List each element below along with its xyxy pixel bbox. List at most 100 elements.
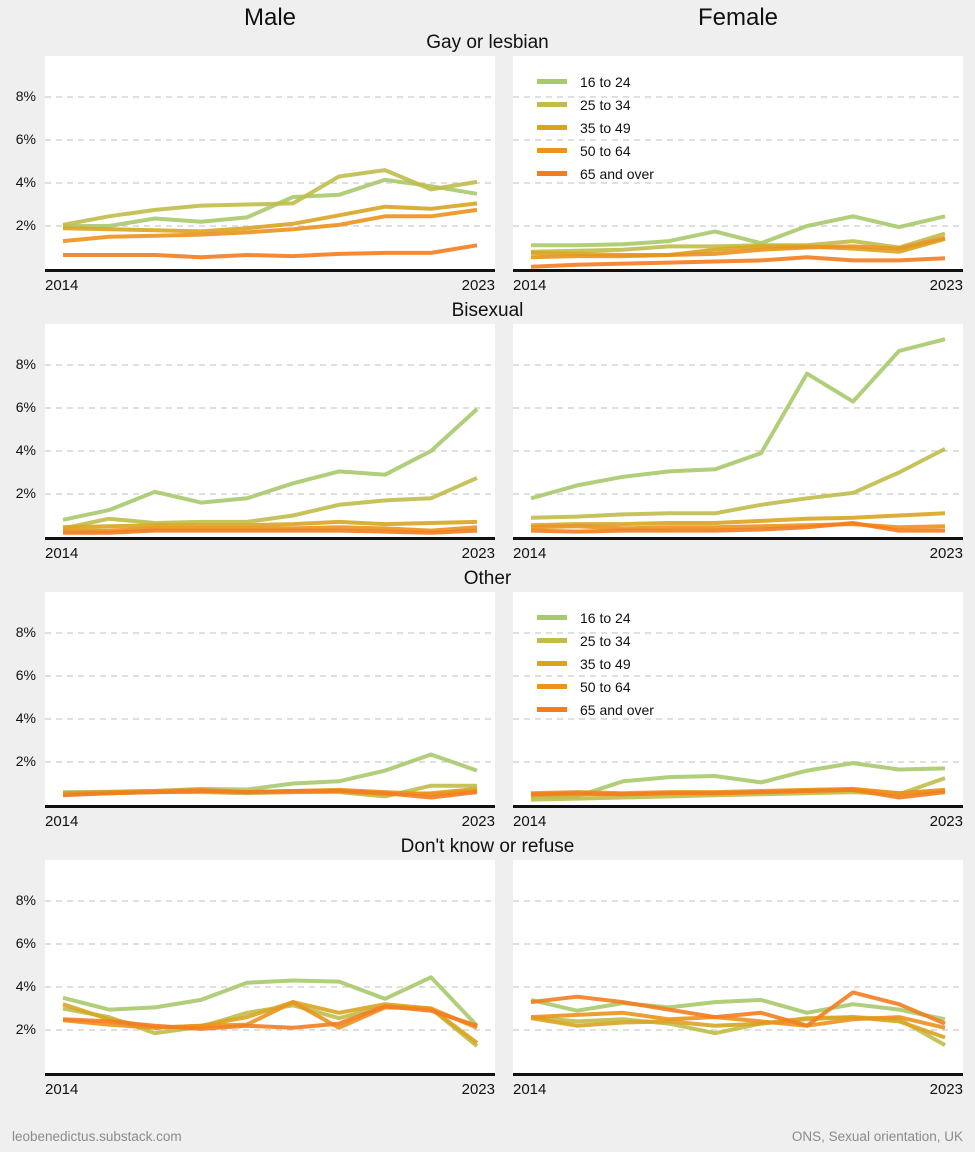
data-line-35-to-49 — [62, 201, 478, 234]
legend-item-35-to-49: 35 to 49 — [537, 652, 654, 675]
right-margin — [963, 592, 975, 808]
data-line-16-to-24 — [530, 761, 946, 800]
x-tick-end: 2023 — [461, 545, 495, 562]
line-chart-male — [45, 632, 495, 808]
data-line-35-to-49 — [62, 519, 478, 530]
y-tick-label: 2% — [15, 753, 36, 769]
legend-swatch-icon — [537, 684, 567, 689]
y-axis-labels: 8% 6% 4% 2% — [0, 56, 45, 272]
panels-row: 8% 6% 4% 2% 16 to 24 25 to 34 35 to 49 50 to 64… — [0, 592, 975, 808]
x-labels-male: 2014 2023 — [45, 808, 495, 830]
legend-swatch-icon — [537, 79, 567, 84]
legend-label: 65 and over — [580, 701, 654, 718]
line-chart-male — [45, 96, 495, 272]
data-line-65-and-over — [530, 787, 946, 800]
data-line-16-to-24 — [62, 752, 478, 795]
data-line-65-and-over — [63, 528, 478, 535]
panels-row: 8% 6% 4% 2% — [0, 324, 975, 540]
x-axis-labels: 2014 2023 2014 2023 — [0, 1076, 975, 1102]
x-tick-end: 2023 — [461, 1081, 495, 1098]
legend-label: 25 to 34 — [580, 96, 631, 113]
column-titles: Male Female — [0, 0, 975, 31]
legend-label: 16 to 24 — [580, 73, 631, 90]
legend-label: 25 to 34 — [580, 632, 631, 649]
y-tick-label: 8% — [15, 892, 36, 908]
section-title: Gay or lesbian — [426, 32, 549, 53]
x-axis-labels: 2014 2023 2014 2023 — [0, 272, 975, 298]
legend-swatch-icon — [537, 171, 567, 176]
section-bisexual: Bisexual 8% 6% 4% 2% 2014 2023 2014 2023 — [0, 298, 975, 566]
x-axis-line — [513, 1073, 963, 1076]
x-tick-start: 2014 — [45, 277, 79, 294]
y-tick-label: 8% — [15, 624, 36, 640]
x-tick-start: 2014 — [45, 813, 79, 830]
x-tick-start: 2014 — [513, 545, 547, 562]
x-axis-line — [45, 1073, 495, 1076]
y-tick-label: 8% — [15, 88, 36, 104]
panel-other-male — [45, 592, 495, 808]
y-tick-label: 6% — [15, 131, 36, 147]
chart-sections: Gay or lesbian 8% 6% 4% 2% 16 to 24 25 to 34 35… — [0, 30, 975, 1102]
x-labels-female: 2014 2023 — [513, 272, 963, 294]
panels-row: 8% 6% 4% 2% 16 to 24 25 to 34 35 to 49 50 to 64… — [0, 56, 975, 272]
panel-gap — [495, 592, 513, 808]
y-axis-labels: 8% 6% 4% 2% — [0, 592, 45, 808]
line-chart-female — [513, 900, 963, 1076]
legend: 16 to 24 25 to 34 35 to 49 50 to 64 65 and o… — [537, 70, 654, 185]
data-line-65-and-over — [63, 243, 478, 260]
legend-swatch-icon — [537, 125, 567, 130]
x-tick-end: 2023 — [929, 545, 963, 562]
x-tick-end: 2023 — [929, 1081, 963, 1098]
y-axis-labels: 8% 6% 4% 2% — [0, 324, 45, 540]
x-labels-female: 2014 2023 — [513, 1076, 963, 1098]
data-line-25-to-34 — [62, 168, 478, 227]
x-axis-labels: 2014 2023 2014 2023 — [0, 540, 975, 566]
section-gay-or-lesbian: Gay or lesbian 8% 6% 4% 2% 16 to 24 25 to 34 35… — [0, 30, 975, 298]
y-tick-label: 4% — [15, 442, 36, 458]
x-tick-start: 2014 — [45, 545, 79, 562]
panel-gap — [495, 860, 513, 1076]
legend-item-65-and-over: 65 and over — [537, 162, 654, 185]
data-line-50-to-64 — [530, 1010, 946, 1030]
data-line-50-to-64 — [530, 235, 946, 260]
line-chart-female — [513, 337, 963, 540]
footer-source-right: ONS, Sexual orientation, UK — [791, 1129, 963, 1144]
y-tick-label: 8% — [15, 356, 36, 372]
legend-swatch-icon — [537, 102, 567, 107]
data-line-65-and-over — [530, 990, 946, 1028]
panel-gay-or-lesbian-male — [45, 56, 495, 272]
x-tick-start: 2014 — [513, 813, 547, 830]
panel-don-t-know-or-refuse-female — [513, 860, 963, 1076]
x-tick-end: 2023 — [461, 277, 495, 294]
data-line-25-to-34 — [62, 476, 478, 531]
legend-swatch-icon — [537, 615, 567, 620]
y-tick-label: 6% — [15, 667, 36, 683]
y-tick-label: 4% — [15, 710, 36, 726]
panel-gap — [495, 324, 513, 540]
legend-label: 50 to 64 — [580, 678, 631, 695]
legend-item-50-to-64: 50 to 64 — [537, 139, 654, 162]
x-axis-line — [513, 537, 963, 540]
section-title: Other — [463, 568, 512, 589]
x-labels-male: 2014 2023 — [45, 272, 495, 294]
y-tick-label: 2% — [15, 217, 36, 233]
section-title: Bisexual — [451, 300, 524, 321]
data-line-65-and-over — [530, 255, 946, 269]
x-tick-start: 2014 — [513, 277, 547, 294]
data-line-16-to-24 — [530, 337, 946, 501]
line-chart-female — [513, 632, 963, 808]
legend-label: 35 to 49 — [580, 655, 631, 672]
legend-label: 65 and over — [580, 165, 654, 182]
section-don-t-know-or-refuse: Don't know or refuse 8% 6% 4% 2% 2014 2023 2014… — [0, 834, 975, 1102]
y-tick-label: 4% — [15, 978, 36, 994]
legend: 16 to 24 25 to 34 35 to 49 50 to 64 65 and o… — [537, 606, 654, 721]
column-title-male: Male — [243, 4, 297, 31]
section-other: Other 8% 6% 4% 2% 16 to 24 25 to 34 35 to 49 50 … — [0, 566, 975, 834]
data-line-25-to-34 — [530, 231, 946, 254]
x-labels-female: 2014 2023 — [513, 540, 963, 562]
x-axis-line — [513, 269, 963, 272]
line-chart-male — [45, 900, 495, 1076]
footer: leobenedictus.substack.com ONS, Sexual o… — [0, 1102, 975, 1152]
legend-swatch-icon — [537, 707, 567, 712]
